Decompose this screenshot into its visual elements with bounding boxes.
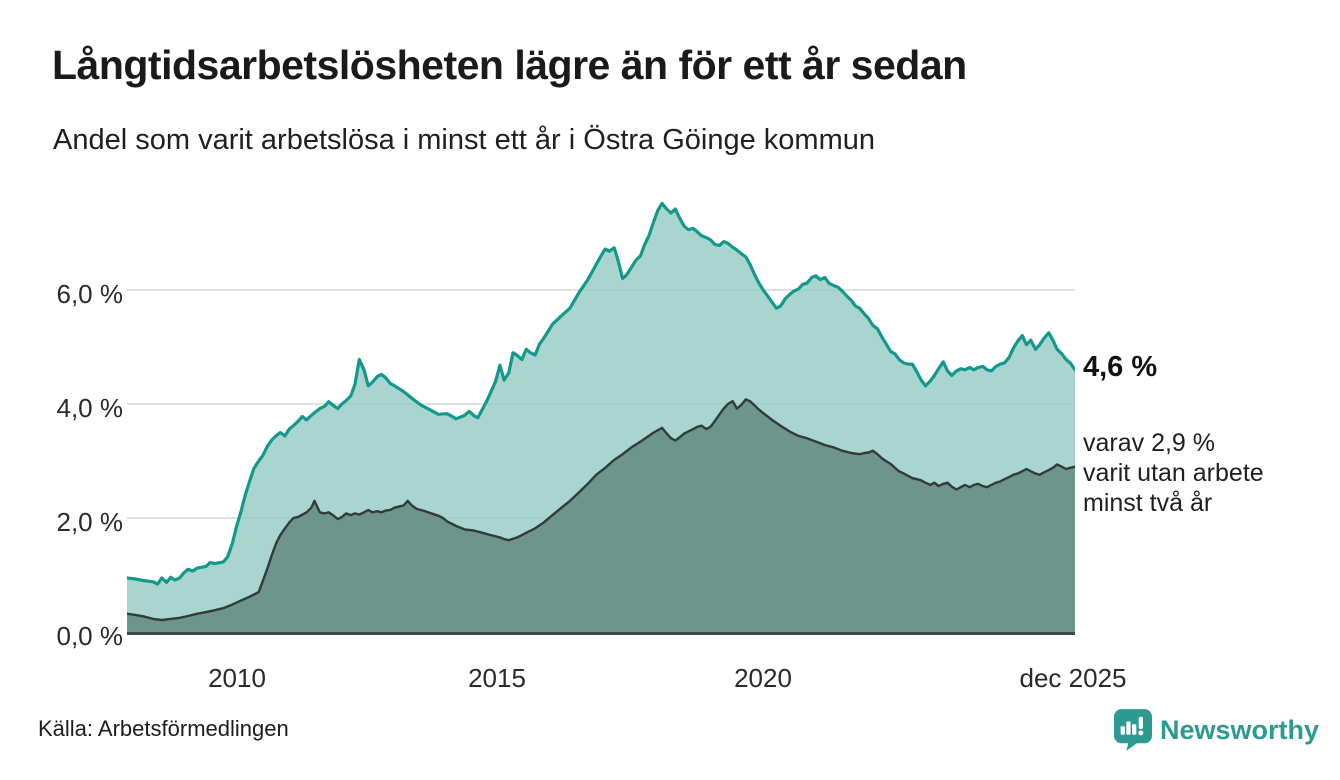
- source-attribution: Källa: Arbetsförmedlingen: [38, 716, 289, 741]
- note-line-3: minst två år: [1083, 489, 1213, 517]
- newsworthy-bubble-icon: [1114, 709, 1152, 751]
- y-tick-6: 6,0 %: [56, 279, 124, 309]
- note-line-1: varav 2,9 %: [1083, 429, 1216, 457]
- chart-subtitle: Andel som varit arbetslösa i minst ett å…: [53, 124, 875, 156]
- x-tick-dec-2025: dec 2025: [1019, 663, 1127, 693]
- y-tick-4: 4,0 %: [56, 393, 124, 423]
- newsworthy-logo[interactable]: Newsworthy: [1114, 709, 1319, 751]
- line-unemployed-two-years: [127, 398, 1075, 622]
- area-unemployed-two-years: [127, 399, 1075, 632]
- page-title: Långtidsarbetslösheten lägre än för ett …: [52, 42, 967, 88]
- y-tick-0: 0,0 %: [56, 621, 124, 651]
- end-value-label: 4,6 %: [1083, 351, 1158, 383]
- x-tick-2020: 2020: [734, 663, 792, 693]
- note-line-2: varit utan arbete: [1083, 459, 1264, 487]
- brand-wordmark: Newsworthy: [1160, 714, 1320, 745]
- x-tick-2015: 2015: [468, 663, 526, 693]
- area-chart: [127, 201, 1075, 635]
- x-tick-2010: 2010: [208, 663, 266, 693]
- line-unemployed-one-year: [127, 201, 1075, 586]
- secondary-value-note: varav 2,9 % varit utan arbete minst två …: [1083, 428, 1264, 518]
- y-tick-2: 2,0 %: [56, 507, 124, 537]
